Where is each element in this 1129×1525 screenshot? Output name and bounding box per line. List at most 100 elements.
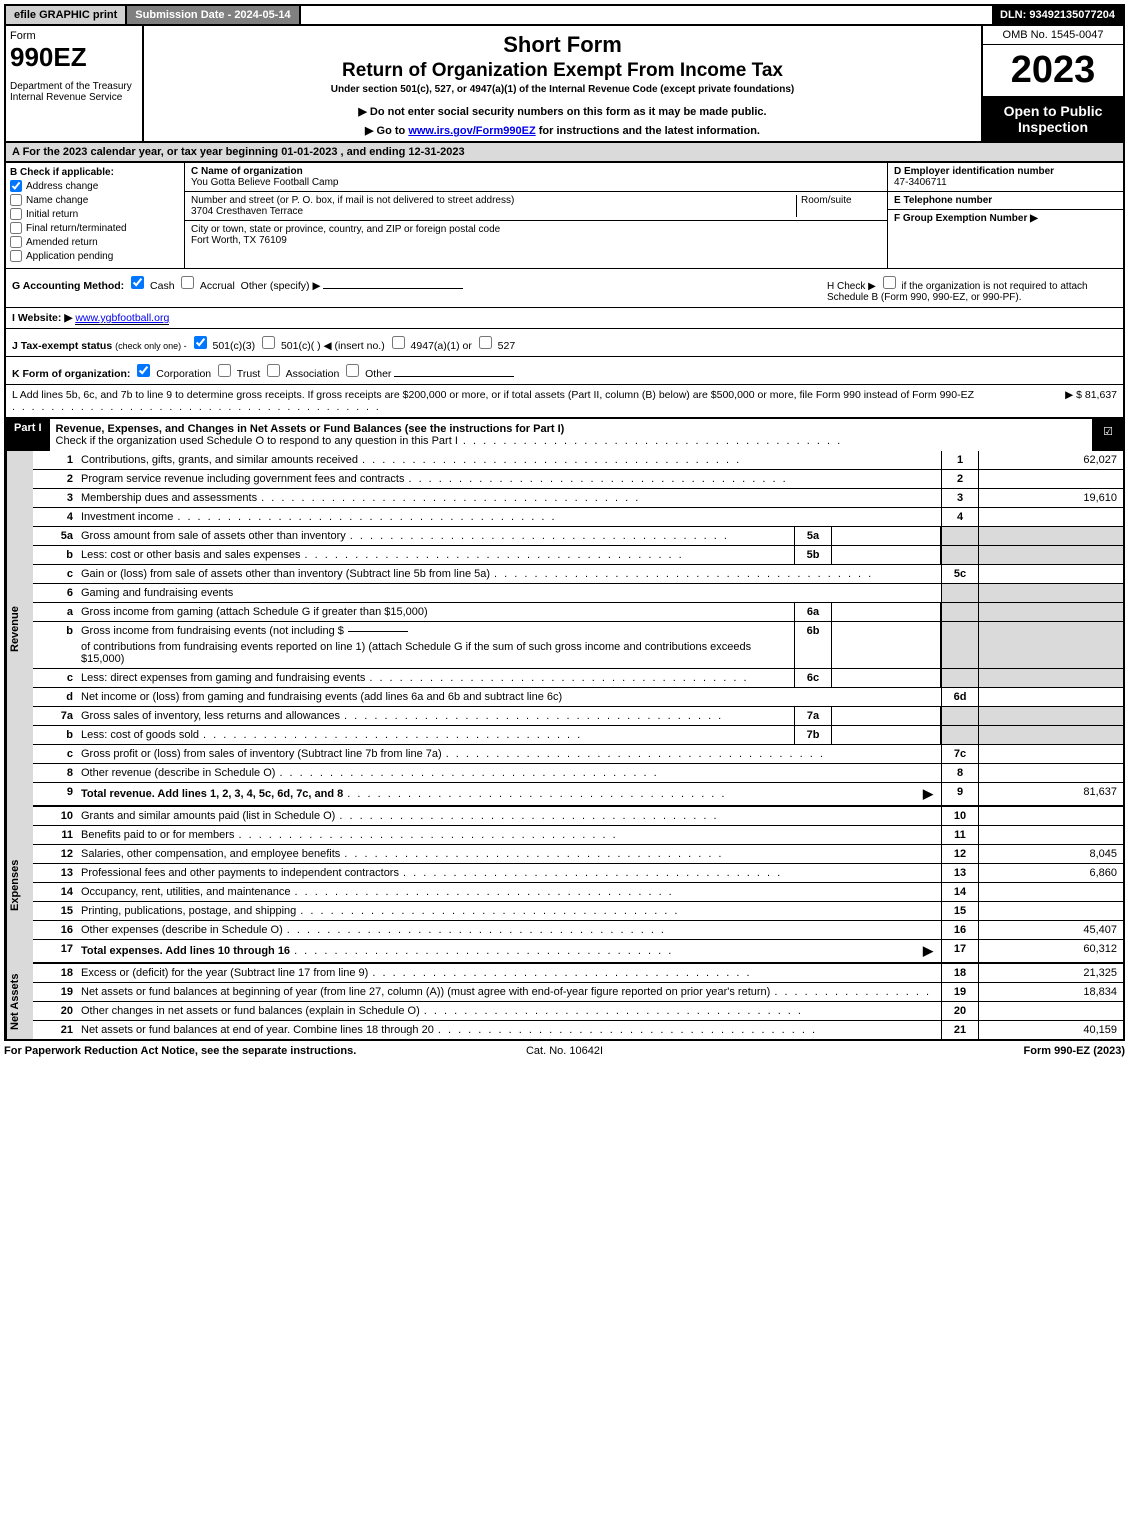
line-21-num: 21 [33,1021,77,1039]
line-4-desc: Investment income [81,511,173,523]
line-21-desc: Net assets or fund balances at end of ye… [81,1024,434,1036]
checkbox-cash[interactable] [131,276,144,289]
line-18-val: 21,325 [978,964,1123,982]
g-label: G Accounting Method: [12,280,124,292]
part1-check-text: Check if the organization used Schedule … [56,435,458,447]
footer-right-post: (2023) [1090,1045,1125,1057]
line-18-num: 18 [33,964,77,982]
dln: DLN: 93492135077204 [992,6,1123,24]
line-5c-val [978,565,1123,583]
line-8-rnum: 8 [941,764,978,782]
label-address-change: Address change [26,181,98,192]
line-11-desc: Benefits paid to or for members [81,829,234,841]
line-8-num: 8 [33,764,77,782]
line-11-rnum: 11 [941,826,978,844]
line-6b-blank [348,631,408,632]
line-7a-mid: 7a [794,707,832,725]
header-left: Form 990EZ Department of the Treasury In… [6,26,144,141]
line-5b-midval [832,546,941,564]
line-6d-val [978,688,1123,706]
k-label: K Form of organization: [12,368,130,380]
line-15-desc: Printing, publications, postage, and shi… [81,905,296,917]
label-527: 527 [498,340,516,352]
line-7b-midval [832,726,941,744]
checkbox-final-return[interactable] [10,222,22,234]
f-label-text: F Group Exemption Number ▶ [894,213,1038,224]
line-14-num: 14 [33,883,77,901]
footer-right: Form 990-EZ (2023) [751,1045,1125,1057]
checkbox-4947[interactable] [392,336,405,349]
checkbox-initial-return[interactable] [10,208,22,220]
label-501c3: 501(c)(3) [212,340,255,352]
label-4947: 4947(a)(1) or [411,340,472,352]
e-tel-label-text: E Telephone number [894,195,992,206]
form-header: Form 990EZ Department of the Treasury In… [4,26,1125,143]
line-14-desc: Occupancy, rent, utilities, and maintena… [81,886,291,898]
line-4-rnum: 4 [941,508,978,526]
checkbox-name-change[interactable] [10,194,22,206]
line-6b-mid: 6b [794,622,832,668]
checkbox-accrual[interactable] [181,276,194,289]
submission-date: Submission Date - 2024-05-14 [127,6,300,24]
line-8-val [978,764,1123,782]
line-12-val: 8,045 [978,845,1123,863]
checkbox-h-schedule-b[interactable] [883,276,896,289]
label-name-change: Name change [26,195,88,206]
f-group-exemption: F Group Exemption Number ▶ [888,210,1123,227]
expenses-label: Expenses [6,807,33,964]
website-link[interactable]: www.ygbfootball.org [75,312,169,325]
line-6a-mid: 6a [794,603,832,621]
info-grid: B Check if applicable: Address change Na… [4,163,1125,269]
checkbox-address-change[interactable] [10,180,22,192]
line-5a-vshade [978,527,1123,545]
c-city: Fort Worth, TX 76109 [191,235,881,246]
checkbox-other-org[interactable] [346,364,359,377]
c-room-label: Room/suite [796,195,881,217]
line-16-desc: Other expenses (describe in Schedule O) [81,924,283,936]
part1-title: Revenue, Expenses, and Changes in Net As… [56,423,565,435]
c-org-name: You Gotta Believe Football Camp [191,177,881,188]
line-10-num: 10 [33,807,77,825]
line-10-val [978,807,1123,825]
line-19-desc: Net assets or fund balances at beginning… [81,986,770,998]
omb-number: OMB No. 1545-0047 [983,26,1123,45]
cb-name-change: Name change [10,194,180,206]
title-short-form: Short Form [150,32,975,58]
line-6b-num: b [33,622,77,668]
line-5a-desc: Gross amount from sale of assets other t… [81,530,346,542]
line-13-rnum: 13 [941,864,978,882]
checkbox-501c3[interactable] [194,336,207,349]
open-to-public: Open to Public Inspection [983,97,1123,141]
line-9-desc: Total revenue. Add lines 1, 2, 3, 4, 5c,… [81,788,343,800]
checkbox-trust[interactable] [218,364,231,377]
line-7b-mid: 7b [794,726,832,744]
checkbox-association[interactable] [267,364,280,377]
line-1-dots [362,454,937,466]
line-7c-num: c [33,745,77,763]
l-dots [12,401,381,413]
line-2-num: 2 [33,470,77,488]
l-amount: $ 81,637 [1076,389,1117,401]
checkbox-amended-return[interactable] [10,236,22,248]
line-7c-val [978,745,1123,763]
line-10-desc: Grants and similar amounts paid (list in… [81,810,335,822]
label-trust: Trust [237,368,261,380]
checkbox-corporation[interactable] [137,364,150,377]
c-city-label: City or town, state or province, country… [191,224,881,235]
checkbox-app-pending[interactable] [10,250,22,262]
footer-center: Cat. No. 10642I [378,1045,752,1057]
efile-print-link[interactable]: efile GRAPHIC print [6,6,127,24]
irs-link[interactable]: www.irs.gov/Form990EZ [408,125,535,137]
line-13-desc: Professional fees and other payments to … [81,867,399,879]
checkbox-527[interactable] [479,336,492,349]
line-5a-midval [832,527,941,545]
line-20-val [978,1002,1123,1020]
d-ein: 47-3406711 [894,177,1117,188]
line-9-val: 81,637 [978,783,1123,805]
line-5b-num: b [33,546,77,564]
netassets-label: Net Assets [6,964,33,1039]
line-5c-desc: Gain or (loss) from sale of assets other… [81,568,490,580]
goto-pre: ▶ Go to [365,125,408,137]
checkbox-501c[interactable] [262,336,275,349]
line-17-arrow-icon: ▶ [923,943,933,959]
